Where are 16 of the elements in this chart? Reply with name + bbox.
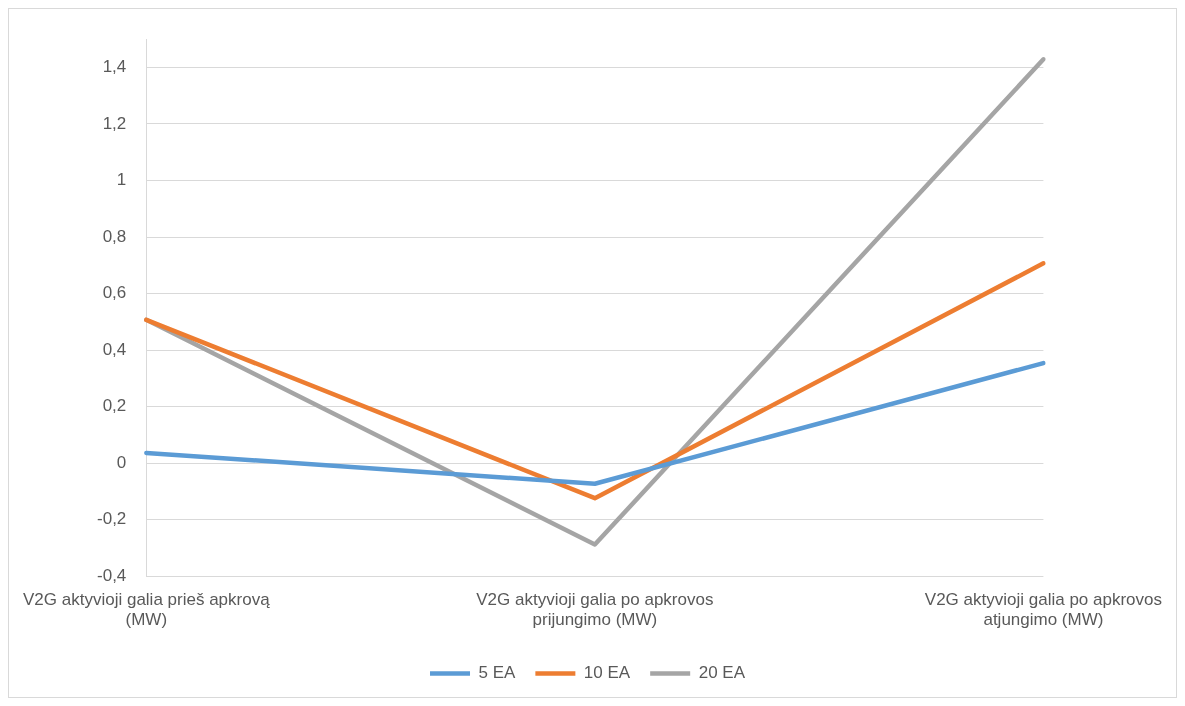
y-tick-label: 0,8	[102, 226, 127, 246]
y-tick-label: 0,2	[102, 396, 127, 416]
x-tick-label: V2G aktyvioji galia prieš apkrovą (MW)	[23, 590, 271, 630]
y-tick-label: 1	[116, 170, 127, 190]
y-tick-label: 0	[116, 452, 127, 472]
legend-label: 5 EA	[478, 663, 517, 683]
legend-label: 20 EA	[698, 663, 746, 683]
y-tick-label: 0,6	[102, 283, 127, 303]
y-tick-label: 1,4	[102, 57, 127, 77]
y-tick-label: 0,4	[102, 339, 127, 359]
legend-label: 10 EA	[583, 663, 631, 683]
y-tick-label: 1,2	[102, 113, 127, 133]
x-tick-label: V2G aktyvioji galia po apkrovos prijungimo (MW)	[476, 590, 714, 630]
y-tick-label: -0,2	[97, 509, 127, 529]
y-tick-label: -0,4	[97, 565, 127, 585]
x-tick-label: V2G aktyvioji galia po apkrovos atjungimo (MW)	[924, 590, 1162, 630]
